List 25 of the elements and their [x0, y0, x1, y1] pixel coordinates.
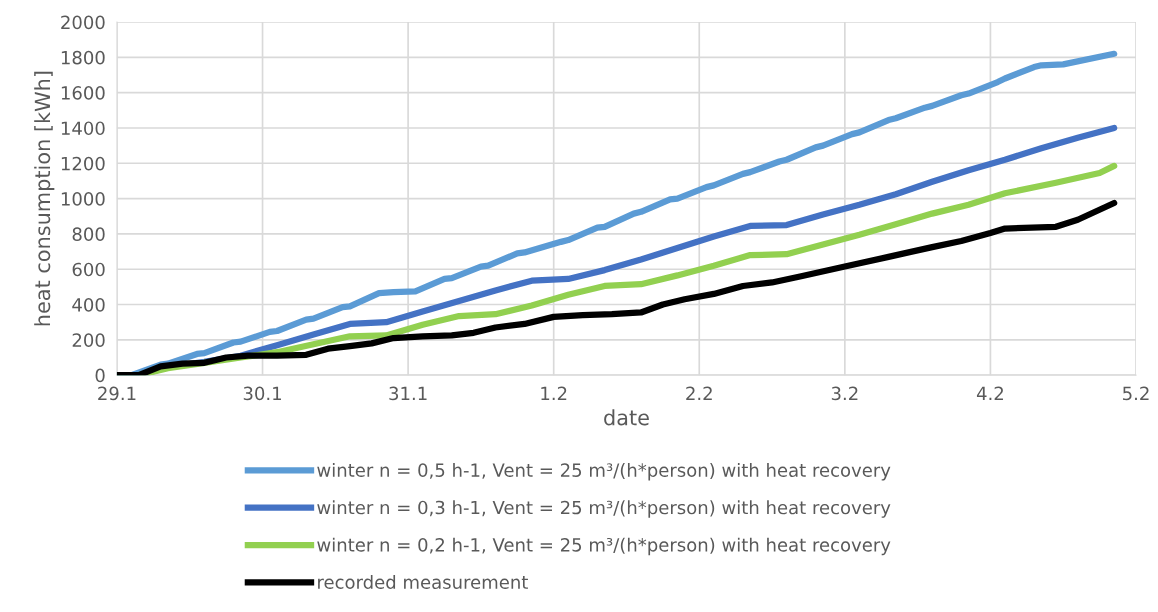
y-tick-label: 400 — [72, 297, 105, 312]
y-tick-label: 1600 — [61, 86, 105, 100]
y-axis-title: heat consumption [kWh] — [34, 71, 55, 326]
y-tick-label: 1400 — [61, 121, 105, 136]
y-tick-label: 800 — [72, 227, 105, 242]
x-tick-label: 5.2 — [1123, 386, 1149, 401]
y-tick-label: 1000 — [61, 192, 105, 206]
legend-label: winter n = 0,3 h-1, Vent = 25 m³/(h*person) with heat recovery — [317, 500, 891, 518]
legend-label: winter n = 0,2 h-1, Vent = 25 m³/(h*person) with heat recovery — [317, 537, 891, 556]
x-tick-label: 30.1 — [243, 386, 281, 401]
x-tick-label: 4.2 — [976, 386, 1003, 400]
legend-label: winter n = 0,5 h-1, Vent = 25 m³/(h*person) with heat recovery — [317, 463, 891, 481]
x-axis-title: date — [604, 409, 649, 426]
y-tick-label: 1800 — [61, 50, 105, 65]
x-tick-label: 31.1 — [389, 386, 427, 401]
y-tick-label: 200 — [72, 333, 105, 347]
y-tick-label: 600 — [72, 262, 105, 277]
x-tick-label: 2.2 — [686, 386, 712, 400]
y-tick-label: 2000 — [61, 15, 105, 30]
y-tick-label: 1200 — [61, 156, 105, 171]
x-tick-label: 1.2 — [541, 386, 567, 400]
y-tick-label: 0 — [95, 368, 105, 383]
legend-label: recorded measurement — [318, 575, 528, 589]
x-tick-label: 3.2 — [831, 386, 858, 401]
x-tick-label: 29.1 — [98, 386, 136, 401]
